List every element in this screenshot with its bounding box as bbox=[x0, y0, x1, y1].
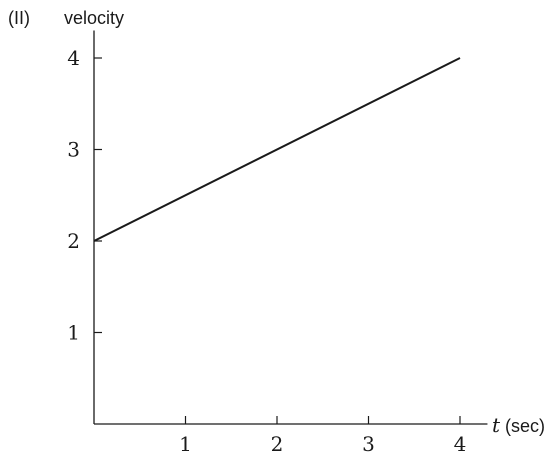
y-tick-label: 1 bbox=[67, 321, 80, 345]
x-tick-label: 2 bbox=[271, 432, 284, 456]
panel-label: (II) bbox=[8, 8, 30, 28]
y-tick-label: 4 bbox=[67, 46, 80, 70]
x-axis-variable: t bbox=[492, 413, 501, 437]
y-tick-label: 2 bbox=[67, 229, 80, 253]
tick-group: 1 2 3 4 1 2 3 4 bbox=[67, 46, 466, 456]
series-line-0 bbox=[93, 57, 461, 242]
x-tick-label: 4 bbox=[454, 432, 467, 456]
y-axis-label: velocity bbox=[64, 8, 124, 28]
series-group bbox=[93, 57, 461, 242]
x-axis-unit: (sec) bbox=[505, 416, 545, 436]
y-tick-label: 3 bbox=[67, 138, 80, 162]
axes bbox=[93, 30, 488, 425]
x-tick-label: 1 bbox=[179, 432, 192, 456]
x-tick-label: 3 bbox=[362, 432, 375, 456]
